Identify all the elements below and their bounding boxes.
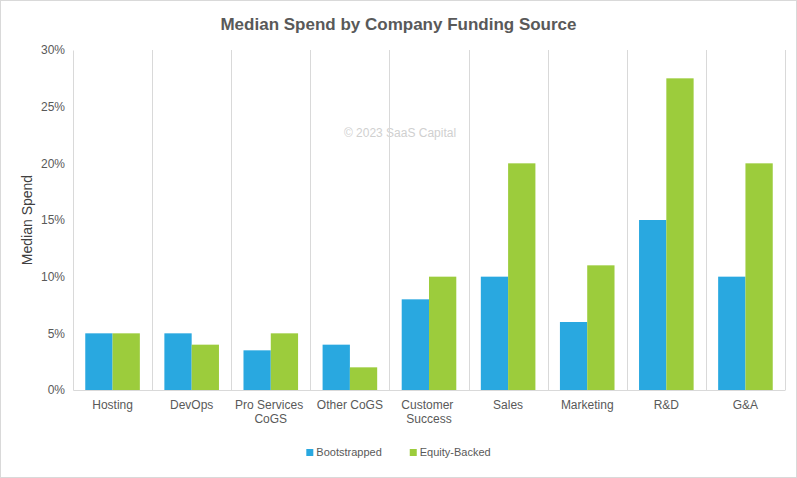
- y-tick-label: 15%: [41, 213, 65, 227]
- y-tick: 25%: [41, 100, 73, 114]
- x-tick-label: G&A: [733, 398, 758, 412]
- x-axis: Hosting DevOps Pro Services CoGS Other CoGS…: [74, 390, 786, 426]
- x-tick: G&A: [733, 390, 758, 412]
- bar: [481, 277, 508, 390]
- y-tick-label: 5%: [48, 327, 66, 341]
- bars: [85, 78, 772, 390]
- category-separator: [310, 50, 311, 390]
- legend-swatch: [410, 449, 417, 456]
- legend-item: Bootstrapped: [306, 446, 381, 458]
- y-tick: 20%: [41, 157, 73, 171]
- annotation: © 2023 SaaS Capital: [344, 126, 456, 140]
- category-separator: [389, 50, 390, 390]
- y-axis: 0% 5% 10% 15% 20% 25% 30%: [41, 43, 74, 397]
- category-separator: [627, 50, 628, 390]
- x-tick-label: Sales: [493, 398, 523, 412]
- y-tick: 0%: [48, 383, 73, 397]
- y-tick: 5%: [48, 327, 73, 341]
- x-tick: Sales: [493, 390, 523, 412]
- category-separator: [706, 50, 707, 390]
- bar: [323, 345, 350, 390]
- category-separator: [469, 50, 470, 390]
- bar: [745, 163, 772, 390]
- x-tick-label: Pro Services CoGS: [235, 398, 306, 426]
- y-tick: 10%: [41, 270, 73, 284]
- x-tick: Pro Services CoGS: [235, 390, 306, 426]
- bar: [271, 333, 298, 390]
- legend: Bootstrapped Equity-Backed: [306, 446, 490, 458]
- y-axis-title: Median Spend: [19, 175, 35, 265]
- bar: [560, 322, 587, 390]
- legend-item: Equity-Backed: [410, 446, 491, 458]
- legend-label: Equity-Backed: [420, 446, 491, 458]
- x-tick: Hosting: [92, 390, 133, 412]
- y-tick: 15%: [41, 213, 73, 227]
- x-tick-label: DevOps: [170, 398, 213, 412]
- bar: [666, 78, 693, 390]
- bar: [587, 265, 614, 390]
- x-tick-label: Marketing: [561, 398, 614, 412]
- grid: [153, 50, 786, 390]
- y-tick-label: 20%: [41, 157, 65, 171]
- bar: [718, 277, 745, 390]
- series: [85, 220, 745, 390]
- bar: [113, 333, 140, 390]
- y-tick: 30%: [41, 43, 73, 57]
- bar: [350, 367, 377, 390]
- chart: Median Spend by Company Funding Source © …: [0, 0, 797, 478]
- bar: [508, 163, 535, 390]
- x-tick: DevOps: [170, 390, 213, 412]
- x-axis-line: [74, 390, 786, 391]
- legend-label: Bootstrapped: [316, 446, 381, 458]
- bar: [164, 333, 191, 390]
- x-tick: Marketing: [561, 390, 614, 412]
- x-tick: Customer Success: [401, 390, 456, 426]
- bar: [243, 350, 270, 390]
- category-separator: [785, 50, 786, 390]
- x-tick-label: Other CoGS: [317, 398, 383, 412]
- chart-title: Median Spend by Company Funding Source: [220, 15, 576, 34]
- x-tick-label: Hosting: [92, 398, 133, 412]
- category-separator: [152, 50, 153, 390]
- bar: [402, 299, 429, 390]
- legend-swatch: [306, 449, 313, 456]
- bar: [639, 220, 666, 390]
- x-tick-label: R&D: [654, 398, 680, 412]
- bar: [192, 345, 219, 390]
- category-separator: [231, 50, 232, 390]
- y-tick-label: 0%: [48, 383, 66, 397]
- y-tick-label: 30%: [41, 43, 65, 57]
- x-tick: R&D: [654, 390, 680, 412]
- x-tick-label: Customer Success: [401, 398, 456, 426]
- category-separator: [548, 50, 549, 390]
- y-tick-label: 10%: [41, 270, 65, 284]
- series: [113, 78, 773, 390]
- chart-border: [1, 1, 797, 478]
- y-axis-line: [73, 51, 74, 391]
- x-tick: Other CoGS: [317, 390, 383, 412]
- y-tick-label: 25%: [41, 100, 65, 114]
- bar: [85, 333, 112, 390]
- bar: [429, 277, 456, 390]
